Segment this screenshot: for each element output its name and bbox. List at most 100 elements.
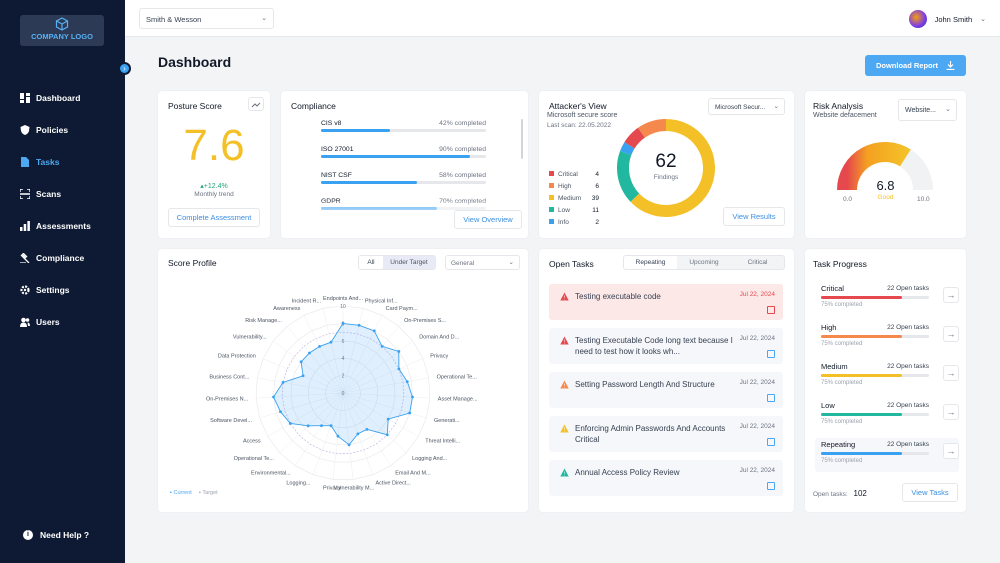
card-title: Task Progress	[813, 259, 867, 269]
tab-under-target[interactable]: Under Target	[383, 256, 435, 269]
radar-tick-label: 2	[342, 374, 345, 380]
radar-tick-label: 10	[340, 304, 346, 310]
radar-axis	[273, 340, 344, 394]
radar-point	[301, 374, 305, 378]
trend-icon	[251, 102, 261, 108]
task-item[interactable]: ! Enforcing Admin Passwords And Accounts …	[549, 416, 783, 452]
sidebar-item-label: Tasks	[36, 157, 60, 167]
radar-axis	[259, 392, 344, 419]
view-tasks-button[interactable]: View Tasks	[902, 483, 958, 502]
legend-label: Medium	[558, 195, 582, 202]
radar-axis-label: Asset Manage...	[438, 397, 478, 403]
open-tasks-label: Open tasks:	[813, 491, 848, 498]
radar-axis	[294, 392, 344, 466]
download-report-button[interactable]: Download Report	[865, 55, 966, 76]
task-date: Jul 22, 2024	[739, 423, 775, 430]
posture-score-card: Posture Score 7.6 ▴+12.4% Monthly trend …	[158, 91, 270, 238]
radar-axis	[342, 358, 423, 394]
radar-point	[306, 424, 310, 428]
arrow-right-icon[interactable]: →	[943, 326, 959, 342]
radar-axis-label: Generati...	[434, 418, 460, 424]
arrow-right-icon[interactable]: →	[943, 443, 959, 459]
arrow-right-icon[interactable]: →	[943, 365, 959, 381]
sidebar-item-scans[interactable]: Scans	[0, 178, 125, 210]
task-item[interactable]: ! Annual Access Policy Review Jul 22, 2024	[549, 460, 783, 496]
risk-select-value: Website...	[905, 107, 936, 114]
progress-percent: 75% completed	[821, 458, 863, 464]
radar-axis-label: Domain And D...	[419, 334, 460, 340]
legend-item: High 6	[549, 183, 599, 190]
trend-chart-button[interactable]	[248, 97, 264, 111]
radar-axis	[286, 326, 344, 394]
tab-upcoming[interactable]: Upcoming	[689, 259, 719, 266]
calendar-icon[interactable]	[767, 438, 775, 446]
view-results-button[interactable]: View Results	[723, 207, 785, 226]
compliance-progress-fill	[321, 181, 417, 184]
tab-all[interactable]: All	[359, 256, 383, 269]
source-select[interactable]: Microsoft Secur... ⌄	[708, 98, 785, 115]
radar-axis	[256, 392, 344, 399]
task-item[interactable]: ! Setting Password Length And Structure Ju…	[549, 372, 783, 408]
radar-point	[336, 434, 340, 438]
company-logo[interactable]: COMPANY LOGO	[20, 15, 104, 46]
progress-open-count: 22 Open tasks	[887, 441, 929, 448]
radar-axis-label: Privacy	[323, 485, 341, 491]
radar-point	[299, 360, 303, 364]
sidebar-item-dashboard[interactable]: Dashboard	[0, 82, 125, 114]
gauge-fill	[837, 142, 911, 191]
radar-point	[397, 350, 401, 353]
progress-bar	[821, 296, 929, 299]
radar-point	[405, 380, 409, 384]
task-item[interactable]: ! Testing Executable Code long text becau…	[549, 328, 783, 364]
sidebar-item-tasks[interactable]: Tasks	[0, 146, 125, 178]
calendar-icon[interactable]	[767, 394, 775, 402]
warning-icon: !	[560, 292, 569, 301]
users-icon	[20, 317, 30, 327]
svg-text:!: !	[564, 428, 566, 433]
calendar-icon[interactable]	[767, 482, 775, 490]
collapse-sidebar-button[interactable]: ›	[118, 62, 131, 75]
progress-bar	[821, 452, 929, 455]
need-help-link[interactable]: i Need Help ?	[23, 530, 89, 540]
radar-axis-label: Threat Intelli...	[425, 439, 460, 445]
sidebar-item-users[interactable]: Users	[0, 306, 125, 338]
sidebar-item-assessments[interactable]: Assessments	[0, 210, 125, 242]
task-item[interactable]: ! Testing executable code Jul 22, 2024	[549, 284, 783, 320]
radar-point	[320, 424, 323, 428]
legend-item: Medium 39	[549, 195, 599, 202]
radar-axis-label: Physical Inf...	[365, 299, 398, 305]
tab-critical[interactable]: Critical	[747, 259, 768, 266]
progress-category: Critical	[821, 284, 844, 293]
user-name: John Smith	[934, 14, 973, 24]
user-menu[interactable]: John Smith ⌄	[908, 10, 986, 28]
legend-label: High	[558, 183, 572, 190]
calendar-icon[interactable]	[767, 350, 775, 358]
radar-axis-label: Incident R...	[292, 299, 322, 305]
compliance-progress-fill	[321, 129, 391, 132]
view-overview-button[interactable]: View Overview	[454, 210, 522, 229]
arrow-right-icon[interactable]: →	[943, 287, 959, 303]
progress-open-count: 22 Open tasks	[887, 324, 929, 331]
sidebar-item-compliance[interactable]: Compliance	[0, 242, 125, 274]
scrollbar[interactable]	[521, 119, 523, 159]
open-tasks-count: 102	[853, 489, 867, 498]
progress-bar-fill	[821, 413, 902, 416]
compliance-status: 42% completed	[439, 120, 486, 127]
legend-value: 2	[595, 219, 599, 226]
risk-select[interactable]: Website... ⌄	[898, 99, 957, 121]
category-select[interactable]: General ⌄	[445, 255, 520, 270]
donut-slice-high	[638, 119, 667, 138]
sidebar-item-policies[interactable]: Policies	[0, 114, 125, 146]
radar-axis-label: Vulnerability M...	[334, 485, 375, 491]
progress-bar-fill	[821, 452, 902, 455]
tab-repeating[interactable]: Repeating	[624, 256, 677, 269]
radar-point	[365, 427, 369, 431]
calendar-icon[interactable]	[767, 306, 775, 314]
radar-point	[329, 340, 333, 344]
company-select[interactable]: Smith & Wesson ⌄	[139, 8, 274, 29]
complete-assessment-button[interactable]: Complete Assessment	[168, 208, 260, 227]
task-filter-tabs: Repeating Upcoming Critical	[623, 255, 785, 270]
sidebar-item-settings[interactable]: Settings	[0, 274, 125, 306]
arrow-right-icon[interactable]: →	[943, 404, 959, 420]
radar-point	[411, 395, 414, 399]
